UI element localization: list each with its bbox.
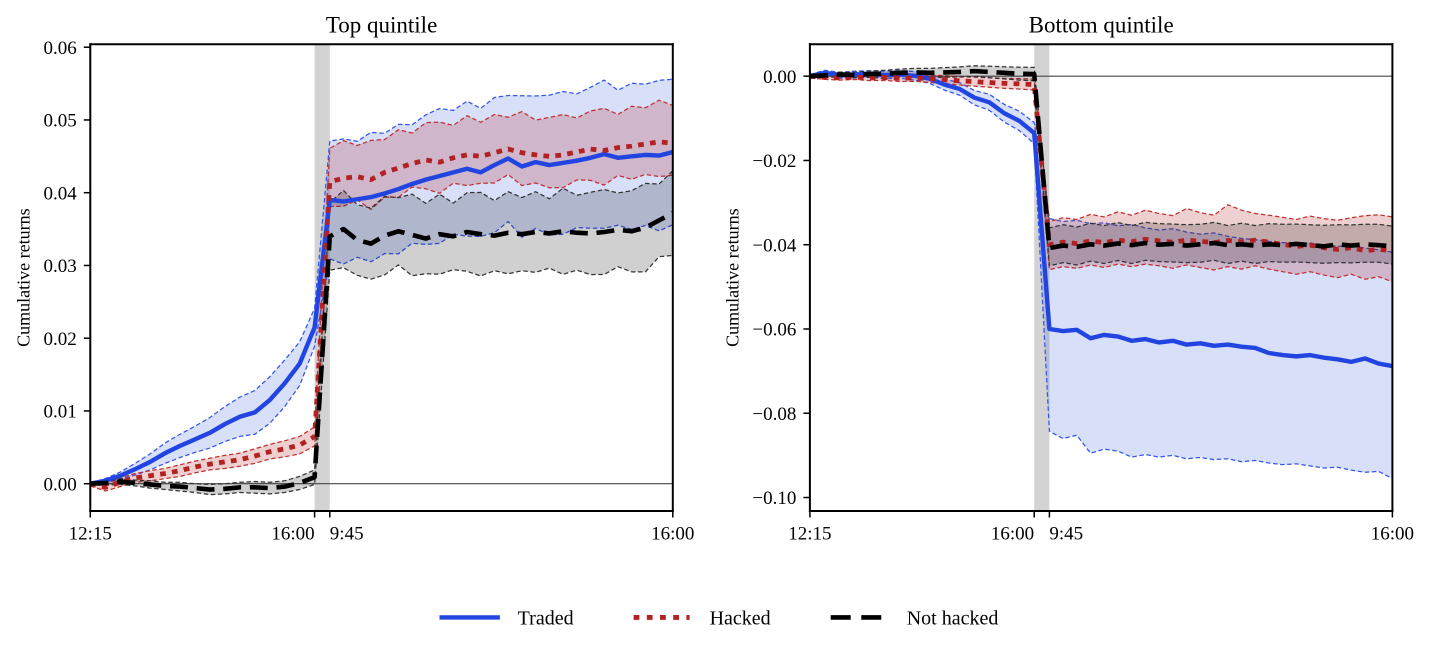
svg-text:0.05: 0.05: [44, 111, 77, 132]
svg-text:12:15: 12:15: [69, 524, 112, 545]
svg-text:9:45: 9:45: [330, 524, 364, 545]
svg-text:16:00: 16:00: [651, 524, 694, 545]
svg-text:0.03: 0.03: [44, 256, 77, 277]
svg-text:−0.08: −0.08: [752, 404, 796, 425]
svg-text:Hacked: Hacked: [710, 607, 771, 629]
svg-text:Cumulative returns: Cumulative returns: [723, 208, 743, 346]
svg-text:0.00: 0.00: [763, 67, 796, 88]
svg-text:0.06: 0.06: [44, 38, 77, 59]
svg-text:−0.04: −0.04: [752, 235, 796, 256]
svg-text:16:00: 16:00: [271, 524, 314, 545]
svg-text:Traded: Traded: [518, 607, 574, 629]
svg-text:9:45: 9:45: [1049, 524, 1083, 545]
svg-text:16:00: 16:00: [991, 524, 1034, 545]
svg-text:Bottom quintile: Bottom quintile: [1029, 12, 1174, 37]
svg-text:−0.06: −0.06: [752, 320, 796, 341]
svg-text:Not hacked: Not hacked: [907, 607, 999, 629]
svg-text:0.02: 0.02: [44, 329, 77, 350]
svg-text:−0.02: −0.02: [752, 151, 796, 172]
svg-text:Cumulative returns: Cumulative returns: [14, 208, 34, 346]
svg-text:0.01: 0.01: [44, 402, 77, 423]
svg-text:Top quintile: Top quintile: [326, 12, 437, 37]
svg-text:12:15: 12:15: [788, 524, 831, 545]
svg-text:−0.10: −0.10: [752, 488, 796, 509]
svg-text:0.00: 0.00: [44, 474, 77, 495]
svg-text:16:00: 16:00: [1371, 524, 1414, 545]
svg-text:0.04: 0.04: [44, 183, 78, 204]
